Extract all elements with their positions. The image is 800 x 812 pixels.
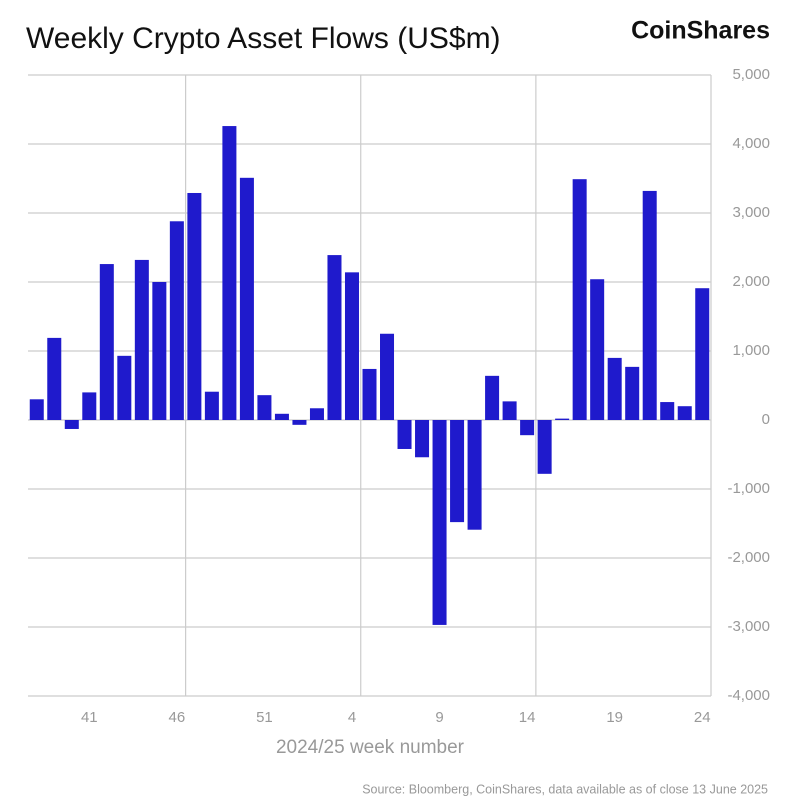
bar: [82, 392, 97, 420]
bar: [415, 420, 430, 458]
bar: [64, 420, 79, 429]
bar: [485, 375, 500, 420]
bar: [169, 221, 184, 420]
x-tick-label: 51: [256, 709, 273, 726]
bar: [380, 333, 395, 420]
bar: [397, 420, 412, 449]
bar: [432, 420, 447, 625]
bar: [362, 368, 377, 420]
bar: [642, 190, 657, 420]
y-tick-label: -3,000: [727, 618, 770, 635]
bar: [695, 288, 710, 420]
y-tick-label: -1,000: [727, 480, 770, 497]
bar: [537, 420, 552, 474]
x-tick-label: 46: [169, 709, 186, 726]
bar: [239, 177, 254, 420]
bar: [572, 179, 587, 420]
bar: [204, 391, 219, 420]
bar: [152, 282, 167, 420]
bar: [660, 402, 675, 420]
bar: [520, 420, 535, 436]
bar: [625, 366, 640, 420]
y-tick-label: 2,000: [732, 273, 770, 290]
bar: [257, 395, 272, 420]
bar: [467, 420, 482, 530]
bar: [677, 406, 692, 420]
x-tick-label: 24: [694, 709, 711, 726]
x-tick-label: 4: [348, 709, 356, 726]
y-tick-label: 0: [762, 411, 770, 428]
bar: [99, 264, 114, 420]
x-tick-label: 14: [519, 709, 536, 726]
y-tick-label: 4,000: [732, 135, 770, 152]
bar: [450, 420, 465, 523]
bar: [117, 355, 132, 420]
x-tick-label: 19: [606, 709, 623, 726]
y-tick-label: -4,000: [727, 687, 770, 704]
source-note: Source: Bloomberg, CoinShares, data avai…: [362, 782, 768, 796]
y-tick-label: -2,000: [727, 549, 770, 566]
chart-title: Weekly Crypto Asset Flows (US$m): [26, 22, 501, 55]
bar: [292, 420, 307, 425]
y-tick-label: 1,000: [732, 342, 770, 359]
bar: [327, 255, 342, 420]
x-axis-title: 2024/25 week number: [276, 737, 465, 758]
y-tick-label: 5,000: [732, 66, 770, 83]
brand-logo: CoinShares: [631, 17, 770, 45]
bar: [555, 418, 570, 420]
x-tick-label: 9: [435, 709, 443, 726]
bar: [187, 192, 202, 420]
bar: [607, 357, 622, 420]
bar: [134, 259, 149, 420]
bar: [344, 272, 359, 420]
bar: [274, 413, 289, 420]
bar: [29, 399, 44, 420]
y-tick-label: 3,000: [732, 204, 770, 221]
bar: [222, 126, 237, 420]
bar: [502, 401, 517, 420]
bar: [309, 408, 324, 420]
x-tick-label: 41: [81, 709, 98, 726]
bar: [590, 279, 605, 420]
bar: [47, 337, 62, 420]
